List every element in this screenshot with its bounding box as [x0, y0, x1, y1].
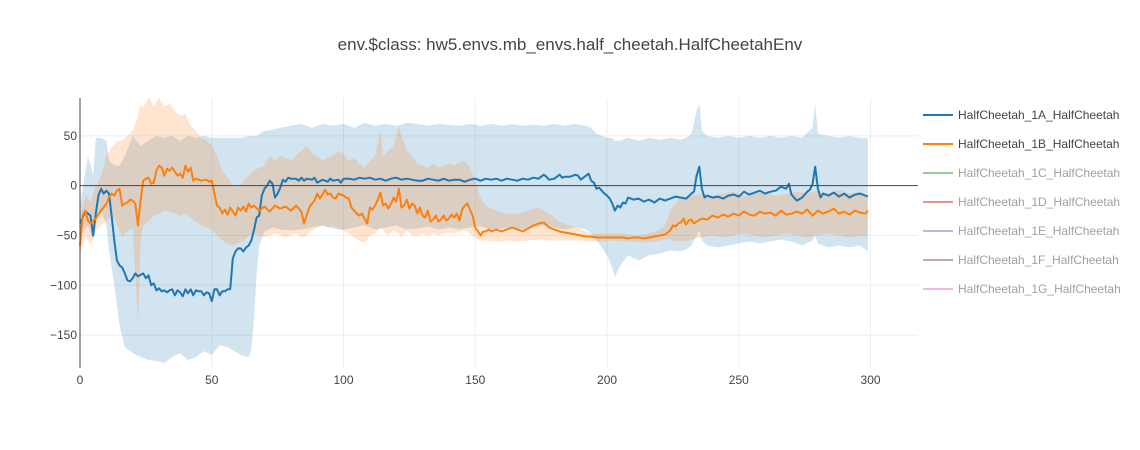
legend-label: HalfCheetah_1E_HalfCheetah [958, 224, 1119, 238]
x-tick-label: 150 [465, 373, 485, 387]
y-tick-label: −100 [50, 278, 77, 292]
axes: 0 50 100 150 200 250 300 50 0 −50 −100 −150 [50, 98, 918, 387]
legend-item-6[interactable]: HalfCheetah_1F_HalfCheetah [923, 253, 1119, 267]
legend-label: HalfCheetah_1G_HalfCheetah [958, 282, 1121, 296]
legend: HalfCheetah_1A_HalfCheetah HalfCheetah_1B… [923, 108, 1121, 296]
legend-label: HalfCheetah_1F_HalfCheetah [958, 253, 1119, 267]
x-tick-label: 0 [77, 373, 84, 387]
grid [80, 98, 918, 368]
y-tick-label: 50 [64, 129, 78, 143]
legend-item-3[interactable]: HalfCheetah_1C_HalfCheetah [923, 166, 1120, 180]
legend-item-5[interactable]: HalfCheetah_1E_HalfCheetah [923, 224, 1119, 238]
x-tick-label: 100 [334, 373, 354, 387]
legend-item-2[interactable]: HalfCheetah_1B_HalfCheetah [923, 137, 1119, 151]
y-tick-label: −50 [57, 228, 78, 242]
x-tick-label: 300 [861, 373, 881, 387]
x-tick-label: 200 [597, 373, 617, 387]
legend-label: HalfCheetah_1B_HalfCheetah [958, 137, 1119, 151]
y-tick-label: −150 [50, 328, 77, 342]
legend-item-4[interactable]: HalfCheetah_1D_HalfCheetah [923, 195, 1120, 209]
y-tick-label: 0 [70, 179, 77, 193]
line-series-1 [79, 165, 869, 303]
chart-title: env.$class: hw5.envs.mb_envs.half_cheeta… [338, 35, 803, 54]
x-tick-label: 50 [205, 373, 219, 387]
legend-label: HalfCheetah_1A_HalfCheetah [958, 108, 1119, 122]
legend-label: HalfCheetah_1C_HalfCheetah [958, 166, 1120, 180]
confidence-bands [80, 98, 868, 363]
series-lines [79, 164, 869, 303]
x-tick-label: 250 [729, 373, 749, 387]
legend-item-1[interactable]: HalfCheetah_1A_HalfCheetah [923, 108, 1119, 122]
line-series-2 [79, 164, 869, 246]
legend-label: HalfCheetah_1D_HalfCheetah [958, 195, 1120, 209]
band-series-1 [80, 104, 868, 363]
legend-item-7[interactable]: HalfCheetah_1G_HalfCheetah [923, 282, 1121, 296]
band-series-2 [80, 98, 868, 326]
